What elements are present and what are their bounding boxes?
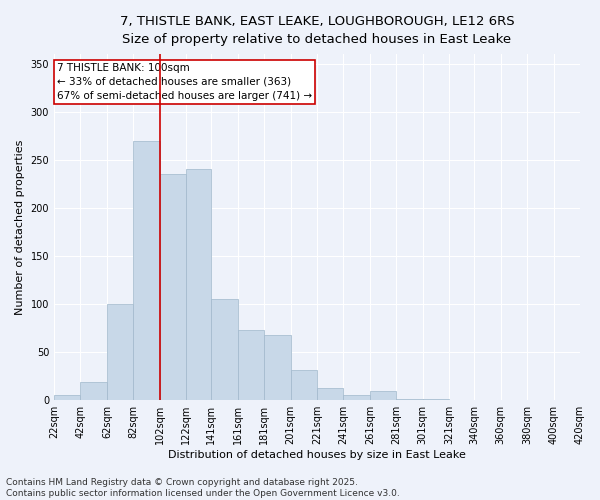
Bar — [238, 330, 264, 400]
Bar — [186, 170, 211, 400]
Bar — [290, 370, 317, 400]
Bar — [370, 390, 397, 400]
Bar — [160, 174, 186, 400]
Bar — [54, 396, 80, 400]
Title: 7, THISTLE BANK, EAST LEAKE, LOUGHBOROUGH, LE12 6RS
Size of property relative to: 7, THISTLE BANK, EAST LEAKE, LOUGHBOROUG… — [120, 15, 514, 46]
Text: 7 THISTLE BANK: 100sqm
← 33% of detached houses are smaller (363)
67% of semi-de: 7 THISTLE BANK: 100sqm ← 33% of detached… — [56, 63, 312, 101]
Bar — [343, 396, 370, 400]
Bar — [317, 388, 343, 400]
X-axis label: Distribution of detached houses by size in East Leake: Distribution of detached houses by size … — [168, 450, 466, 460]
Bar — [423, 399, 449, 400]
Bar — [397, 399, 423, 400]
Bar — [107, 304, 133, 400]
Bar — [80, 382, 107, 400]
Bar — [133, 140, 160, 400]
Bar — [211, 300, 238, 400]
Y-axis label: Number of detached properties: Number of detached properties — [15, 140, 25, 315]
Bar — [264, 335, 290, 400]
Text: Contains HM Land Registry data © Crown copyright and database right 2025.
Contai: Contains HM Land Registry data © Crown c… — [6, 478, 400, 498]
